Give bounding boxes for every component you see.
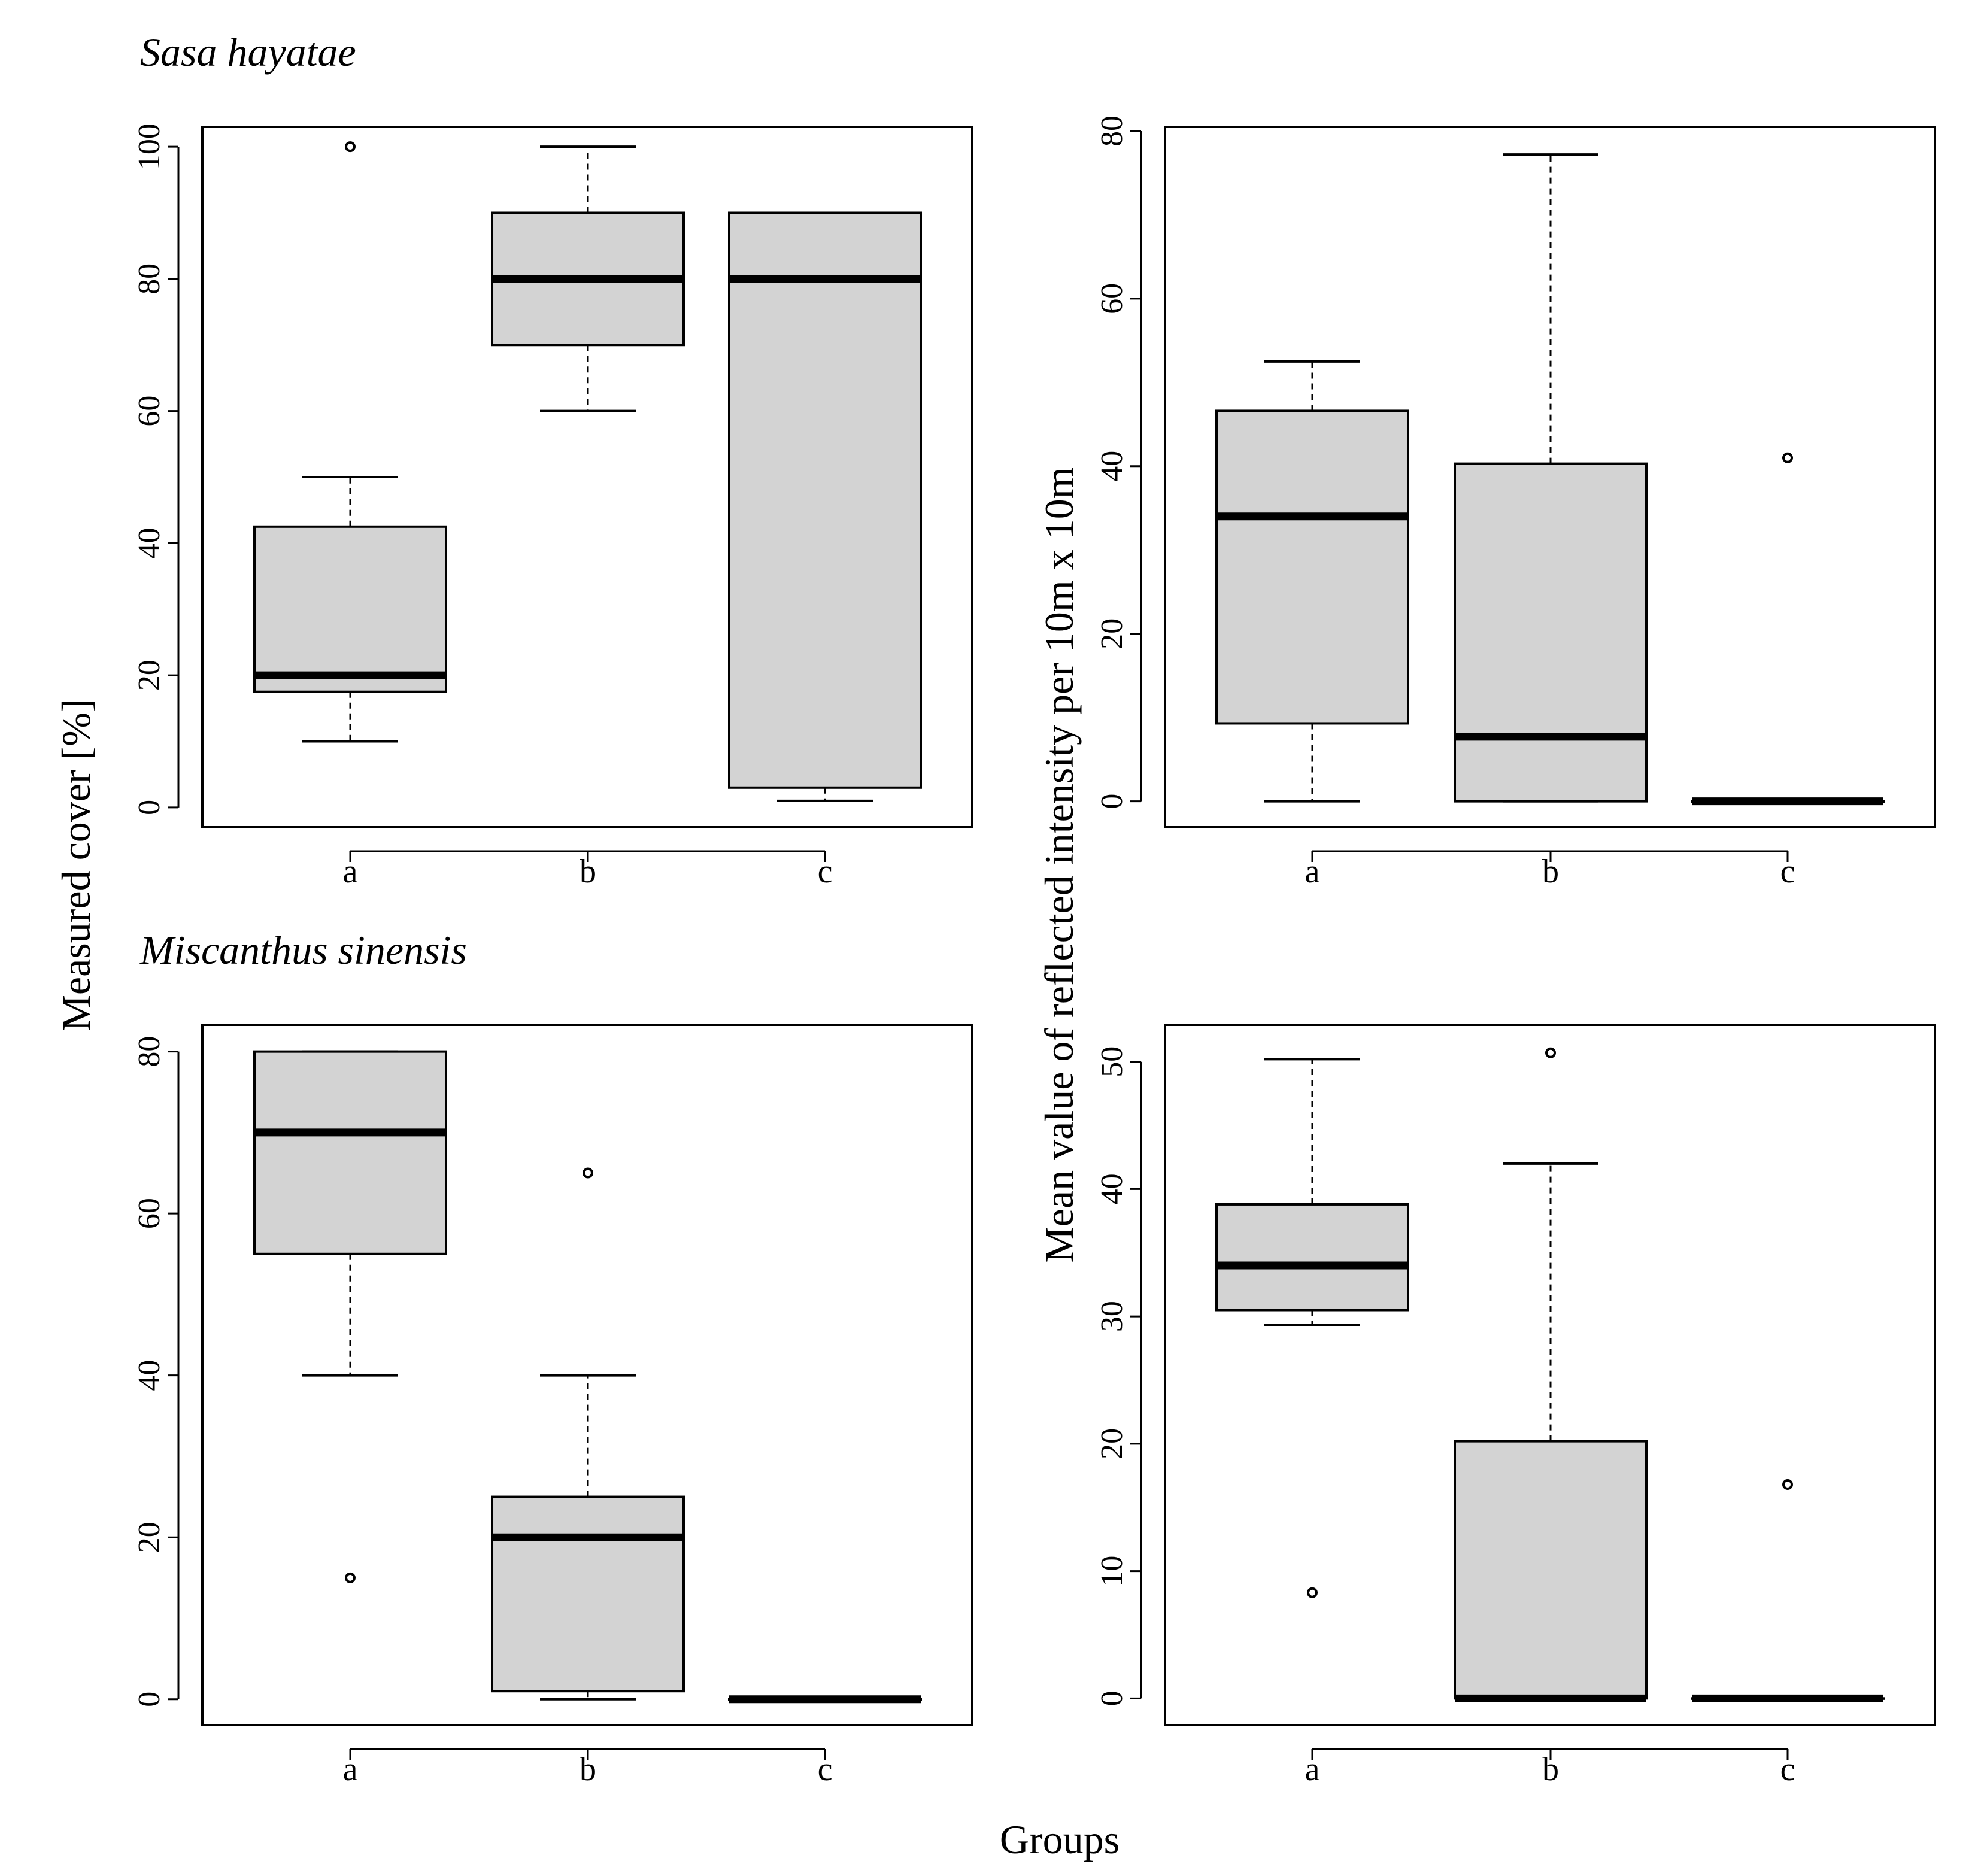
panel-miscanthus-cover: 0 20 40 60 80 a b c [132,1024,973,1788]
y-axis: 0 20 40 60 80 [132,1036,180,1707]
outlier-point [583,1167,593,1179]
y-tick-label: 60 [132,1198,166,1229]
plot-frame [201,1024,973,1726]
box-group-b [1454,1047,1648,1702]
y-axis-title-right: Mean value of reflected intensity per 10… [1036,467,1082,1262]
iqr-box [1215,1203,1409,1312]
iqr-box [1454,462,1648,803]
panel-sasa-cover: 0 20 40 60 80 100 a b c [132,123,973,890]
box-group-b [491,145,685,412]
plot-frame [201,126,973,828]
x-tick-label-b: b [1542,853,1559,890]
x-tick-label-c: c [1780,1751,1795,1788]
iqr-box [491,1495,685,1693]
y-tick-label: 20 [1095,1428,1129,1459]
box-group-a [1215,1058,1409,1598]
y-axis: 0 10 20 30 40 50 [1095,1046,1142,1706]
x-tick-label-a: a [343,1751,358,1788]
outlier-point [1782,452,1793,463]
box-group-c [1691,1479,1885,1702]
x-axis: a b c [343,850,833,890]
y-tick-label: 40 [132,1360,166,1391]
outlier-point [345,141,356,153]
box-group-c [728,211,922,802]
x-tick-label-c: c [1780,853,1795,890]
y-tick-label: 100 [132,123,166,170]
x-tick-label-a: a [343,853,358,890]
iqr-box [253,525,447,693]
box-group-a [253,141,447,743]
y-tick-label: 50 [1095,1046,1129,1077]
x-tick-label-b: b [580,1751,596,1788]
panel-title-miscanthus: Miscanthus sinensis [139,927,467,973]
y-tick-label: 0 [132,800,166,815]
box-group-c [728,1695,922,1704]
iqr-box [1454,1440,1648,1700]
x-tick-label-c: c [818,1751,833,1788]
panel-miscanthus-intensity: 0 10 20 30 40 50 a b c [1095,1024,1936,1788]
x-axis: a b c [343,1748,833,1788]
x-tick-label-c: c [818,853,833,890]
y-tick-label: 80 [132,1036,166,1067]
y-tick-label: 80 [132,263,166,295]
box-group-b [491,1167,685,1701]
iqr-box [253,1050,447,1255]
x-axis-title-shared: Groups [1000,1817,1120,1862]
iqr-box [1215,409,1409,725]
y-tick-label: 30 [1095,1301,1129,1332]
y-tick-label: 60 [1095,283,1129,314]
iqr-box [728,211,922,789]
plot-frame [1164,1024,1936,1726]
outlier-point [1545,1047,1556,1058]
y-tick-label: 60 [132,396,166,427]
y-tick-label: 40 [1095,451,1129,482]
y-axis-title-left: Measured cover [%] [53,699,99,1031]
x-axis: a b c [1305,850,1795,890]
panel-sasa-intensity: 0 20 40 60 80 a b c [1095,116,1936,890]
y-tick-label: 20 [132,1522,166,1553]
y-tick-label: 80 [1095,116,1129,147]
x-tick-label-a: a [1305,853,1320,890]
y-tick-label: 20 [1095,618,1129,649]
x-tick-label-b: b [580,853,596,890]
x-axis: a b c [1305,1748,1795,1788]
y-tick-label: 40 [1095,1173,1129,1204]
y-tick-label: 10 [1095,1556,1129,1587]
box-group-c [1691,452,1885,806]
y-axis: 0 20 40 60 80 100 [132,123,180,815]
y-tick-label: 0 [1095,1690,1129,1706]
plot-frame [1164,126,1936,828]
y-tick-label: 20 [132,660,166,691]
outlier-point [1782,1479,1793,1490]
y-tick-label: 0 [132,1692,166,1707]
outlier-point [345,1572,356,1583]
x-tick-label-b: b [1542,1751,1559,1788]
panel-title-sasa: Sasa hayatae [140,29,356,75]
box-group-a [1215,360,1409,803]
outlier-point [1307,1587,1318,1598]
y-axis: 0 20 40 60 80 [1095,116,1142,809]
box-group-b [1454,153,1648,803]
y-tick-label: 40 [132,527,166,558]
y-tick-label: 0 [1095,794,1129,809]
x-tick-label-a: a [1305,1751,1320,1788]
box-group-a [253,1050,447,1583]
